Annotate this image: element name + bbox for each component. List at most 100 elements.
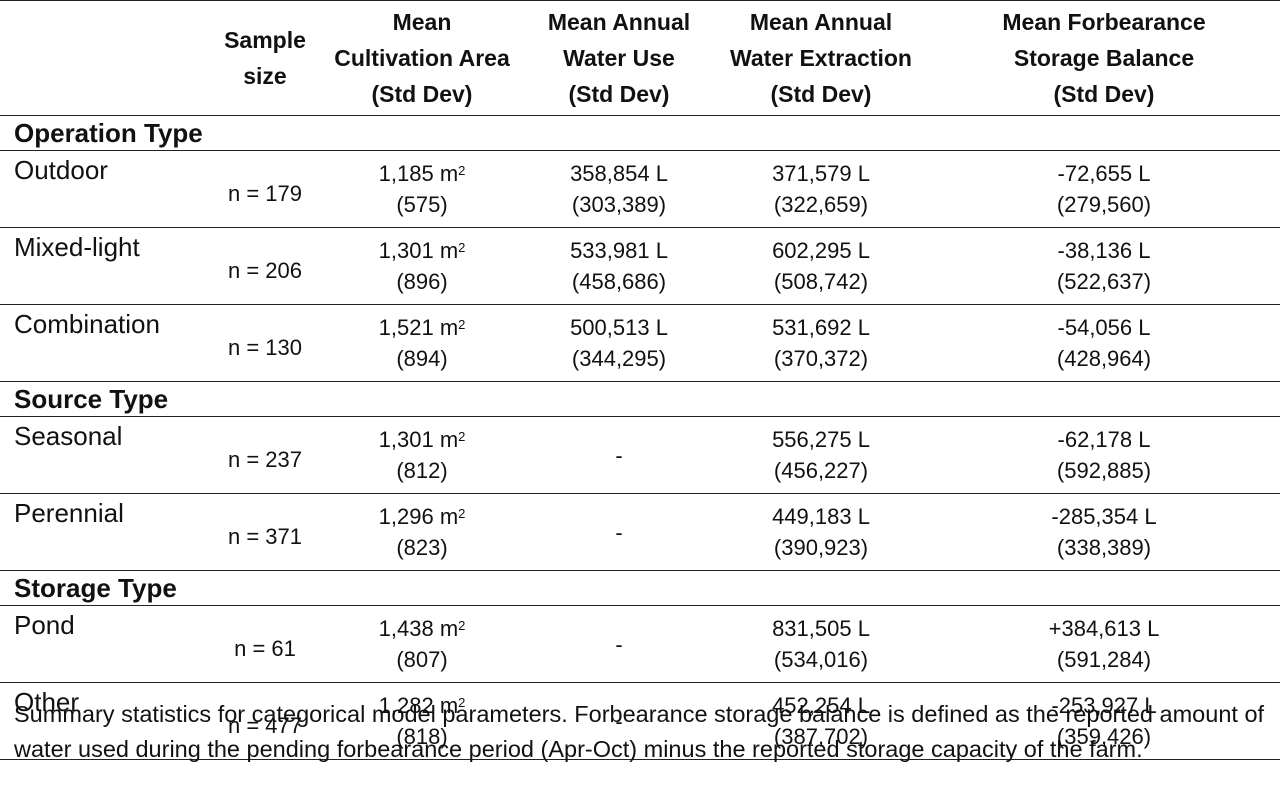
sample-size-cell: n = 130 xyxy=(210,304,320,382)
area-exponent: 2 xyxy=(458,506,466,521)
sample-size-cell: n = 61 xyxy=(210,605,320,683)
forbearance-balance-sd: (338,389) xyxy=(1056,535,1152,560)
water-use-cell: - xyxy=(524,493,714,571)
forbearance-balance-value: -253,927 L xyxy=(1051,693,1157,718)
cultivation-area-value: 1,185 m2 xyxy=(320,158,524,189)
table-row: Other n = 477 1,282 m2 (818) -452,254 L (387,… xyxy=(0,682,1280,760)
sample-size-cell: n = 237 xyxy=(210,416,320,494)
row-label: Seasonal xyxy=(0,416,210,494)
forbearance-balance-cell: -62,178 L (592,885) xyxy=(928,416,1280,494)
forbearance-balance-sd: (359,426) xyxy=(1056,724,1152,749)
area-unit: m xyxy=(439,315,459,340)
forbearance-balance-cell: -54,056 L (428,964) xyxy=(928,304,1280,382)
forbearance-balance-cell: -72,655 L (279,560) xyxy=(928,150,1280,228)
table-body: Operation Type Outdoor n = 179 1,185 m2 (575… xyxy=(0,115,1280,760)
water-extraction-cell: 831,505 L (534,016) xyxy=(714,605,928,683)
row-label: Perennial xyxy=(0,493,210,571)
header-water-extraction: Mean Annual Water Extraction (Std Dev) xyxy=(714,0,928,116)
area-exponent: 2 xyxy=(458,317,466,332)
water-extraction-cell: 452,254 L (387,702) xyxy=(714,682,928,760)
cultivation-area-sd: (575) xyxy=(396,192,448,217)
forbearance-balance-cell: -285,354 L (338,389) xyxy=(928,493,1280,571)
forbearance-balance-sd: (591,284) xyxy=(1056,647,1152,672)
water-use-value: - xyxy=(615,442,623,468)
table-row: Seasonal n = 237 1,301 m2 (812) -556,275 L (4… xyxy=(0,416,1280,494)
water-extraction-sd: (508,742) xyxy=(773,269,869,294)
water-use-cell: 358,854 L (303,389) xyxy=(524,150,714,228)
area-number: 1,301 xyxy=(378,427,434,452)
forbearance-balance-value: -62,178 L xyxy=(1057,427,1151,452)
cultivation-area-cell: 1,521 m2 (894) xyxy=(320,304,524,382)
water-extraction-value: 452,254 L xyxy=(772,693,870,718)
area-number: 1,521 xyxy=(378,315,434,340)
area-number: 1,185 xyxy=(378,161,434,186)
water-extraction-sd: (387,702) xyxy=(773,724,869,749)
row-label: Pond xyxy=(0,605,210,683)
water-use-cell: - xyxy=(524,416,714,494)
area-unit: m xyxy=(439,693,459,718)
water-extraction-cell: 602,295 L (508,742) xyxy=(714,227,928,305)
table-caption: Summary statistics for categorical model… xyxy=(14,701,1265,762)
cultivation-area-value: 1,296 m2 xyxy=(320,501,524,532)
forbearance-balance-sd: (428,964) xyxy=(1056,346,1152,371)
cultivation-area-value: 1,282 m2 xyxy=(320,690,524,721)
forbearance-balance-sd: (279,560) xyxy=(1056,192,1152,217)
water-use-value: 500,513 L xyxy=(570,315,668,340)
row-label: Other xyxy=(0,682,210,760)
cultivation-area-sd: (807) xyxy=(396,647,448,672)
cultivation-area-cell: 1,301 m2 (896) xyxy=(320,227,524,305)
cultivation-area-sd: (812) xyxy=(396,458,448,483)
forbearance-balance-cell: -253,927 L (359,426) xyxy=(928,682,1280,760)
area-exponent: 2 xyxy=(458,240,466,255)
section-title: Storage Type xyxy=(0,570,1280,606)
header-water-use: Mean Annual Water Use (Std Dev) xyxy=(524,0,714,116)
water-extraction-value: 556,275 L xyxy=(772,427,870,452)
cultivation-area-sd: (823) xyxy=(396,535,448,560)
area-number: 1,296 xyxy=(378,504,434,529)
row-label: Combination xyxy=(0,304,210,382)
water-extraction-cell: 531,692 L (370,372) xyxy=(714,304,928,382)
forbearance-balance-cell: -38,136 L (522,637) xyxy=(928,227,1280,305)
area-unit: m xyxy=(439,161,459,186)
water-extraction-sd: (370,372) xyxy=(773,346,869,371)
area-unit: m xyxy=(439,616,459,641)
cultivation-area-cell: 1,438 m2 (807) xyxy=(320,605,524,683)
section-title: Source Type xyxy=(0,381,1280,417)
forbearance-balance-sd: (592,885) xyxy=(1056,458,1152,483)
water-extraction-sd: (534,016) xyxy=(773,647,869,672)
water-use-value: 358,854 L xyxy=(570,161,668,186)
area-exponent: 2 xyxy=(458,695,466,710)
forbearance-balance-value: -285,354 L xyxy=(1051,504,1157,529)
water-use-value: - xyxy=(615,708,623,734)
cultivation-area-sd: (896) xyxy=(396,269,448,294)
water-use-cell: 533,981 L (458,686) xyxy=(524,227,714,305)
area-number: 1,438 xyxy=(378,616,434,641)
area-unit: m xyxy=(439,238,459,263)
summary-table-container: Sample size Mean Cultivation Area (Std D… xyxy=(0,0,1280,760)
area-number: 1,301 xyxy=(378,238,434,263)
cultivation-area-value: 1,301 m2 xyxy=(320,235,524,266)
water-extraction-cell: 371,579 L (322,659) xyxy=(714,150,928,228)
section-row: Operation Type xyxy=(0,115,1280,151)
area-exponent: 2 xyxy=(458,163,466,178)
water-use-value: - xyxy=(615,519,623,545)
table-row: Mixed-light n = 206 1,301 m2 (896) 533,981 L… xyxy=(0,227,1280,305)
section-row: Source Type xyxy=(0,381,1280,417)
table-row: Combination n = 130 1,521 m2 (894) 500,513 L… xyxy=(0,304,1280,382)
water-extraction-value: 602,295 L xyxy=(772,238,870,263)
water-extraction-sd: (322,659) xyxy=(773,192,869,217)
water-use-value: - xyxy=(615,631,623,657)
cultivation-area-cell: 1,301 m2 (812) xyxy=(320,416,524,494)
forbearance-balance-value: -72,655 L xyxy=(1057,161,1151,186)
water-use-sd: (458,686) xyxy=(571,269,667,294)
cultivation-area-cell: 1,296 m2 (823) xyxy=(320,493,524,571)
forbearance-balance-value: +384,613 L xyxy=(1048,616,1160,641)
water-extraction-value: 371,579 L xyxy=(772,161,870,186)
water-use-sd: (303,389) xyxy=(571,192,667,217)
water-use-cell: - xyxy=(524,605,714,683)
sample-size-cell: n = 206 xyxy=(210,227,320,305)
summary-statistics-table: Sample size Mean Cultivation Area (Std D… xyxy=(0,0,1280,760)
water-use-value: 533,981 L xyxy=(570,238,668,263)
table-row: Pond n = 61 1,438 m2 (807) - 831,505 L (534,01… xyxy=(0,605,1280,683)
water-use-sd: (344,295) xyxy=(571,346,667,371)
